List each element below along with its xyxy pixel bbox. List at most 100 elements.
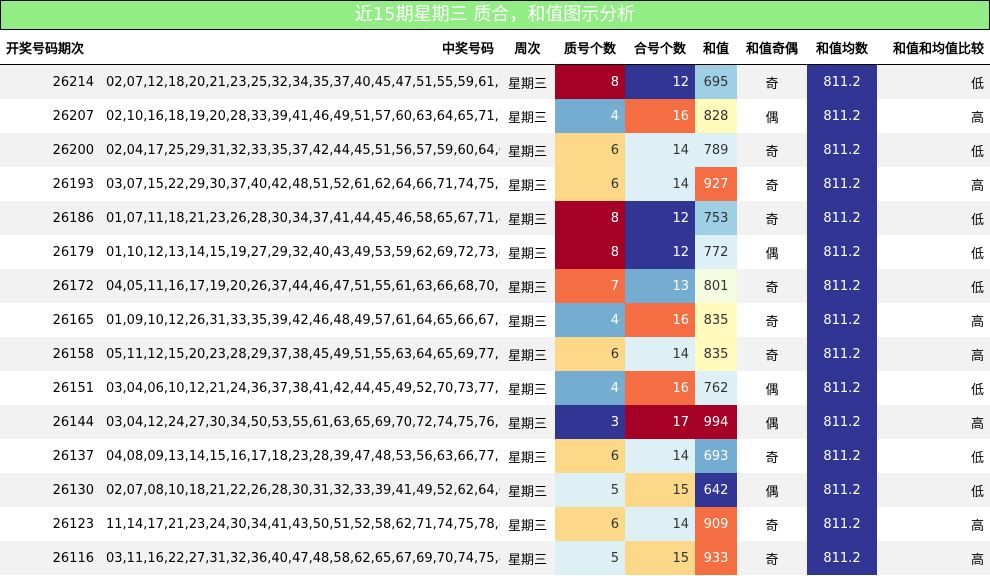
sum-cell: 772 [695, 235, 737, 269]
sum-parity-cell: 奇 [737, 507, 807, 541]
weekday-cell: 星期三 [500, 64, 555, 99]
weekday-cell: 星期三 [500, 405, 555, 439]
prime-count-cell: 5 [555, 473, 625, 507]
col-header-numbers[interactable]: 中奖号码 [100, 30, 500, 65]
period-cell: 26193 [0, 167, 100, 201]
col-header-period[interactable]: 开奖号码期次 [0, 30, 100, 65]
header-row: 开奖号码期次 中奖号码 周次 质号个数 合号个数 和值 和值奇偶 和值均数 和值… [0, 30, 990, 65]
sum-average-cell: 811.2 [807, 541, 877, 575]
composite-count-cell: 14 [625, 337, 695, 371]
sum-average-cell: 811.2 [807, 167, 877, 201]
sum-cell: 909 [695, 507, 737, 541]
sum-cell: 695 [695, 64, 737, 99]
weekday-cell: 星期三 [500, 269, 555, 303]
sum-parity-cell: 偶 [737, 405, 807, 439]
prime-count-cell: 6 [555, 439, 625, 473]
col-header-sum-average[interactable]: 和值均数 [807, 30, 877, 65]
period-cell: 26144 [0, 405, 100, 439]
weekday-cell: 星期三 [500, 439, 555, 473]
winning-numbers-cell: 03,04,06,10,12,21,24,36,37,38,41,42,44,4… [100, 371, 500, 405]
table-row: 26200 02,04,17,25,29,31,32,33,35,37,42,44… [0, 133, 990, 167]
composite-count-cell: 16 [625, 371, 695, 405]
sum-parity-cell: 奇 [737, 64, 807, 99]
period-cell: 26123 [0, 507, 100, 541]
col-header-sum-parity[interactable]: 和值奇偶 [737, 30, 807, 65]
winning-numbers-cell: 03,04,12,24,27,30,34,50,53,55,61,63,65,6… [100, 405, 500, 439]
sum-compare-cell: 高 [877, 541, 990, 575]
period-cell: 26207 [0, 99, 100, 133]
sum-parity-cell: 奇 [737, 201, 807, 235]
sum-compare-cell: 低 [877, 439, 990, 473]
composite-count-cell: 16 [625, 99, 695, 133]
sum-parity-cell: 奇 [737, 303, 807, 337]
table-row: 26144 03,04,12,24,27,30,34,50,53,55,61,63… [0, 405, 990, 439]
sum-average-cell: 811.2 [807, 235, 877, 269]
prime-count-cell: 6 [555, 133, 625, 167]
period-cell: 26151 [0, 371, 100, 405]
weekday-cell: 星期三 [500, 541, 555, 575]
weekday-cell: 星期三 [500, 371, 555, 405]
col-header-composite-count[interactable]: 合号个数 [625, 30, 695, 65]
winning-numbers-cell: 02,07,12,18,20,21,23,25,32,34,35,37,40,4… [100, 64, 500, 99]
prime-count-cell: 4 [555, 99, 625, 133]
col-header-weekday[interactable]: 周次 [500, 30, 555, 65]
sum-parity-cell: 奇 [737, 541, 807, 575]
period-cell: 26186 [0, 201, 100, 235]
period-cell: 26137 [0, 439, 100, 473]
sum-average-cell: 811.2 [807, 405, 877, 439]
composite-count-cell: 15 [625, 473, 695, 507]
sum-compare-cell: 高 [877, 405, 990, 439]
sum-compare-cell: 低 [877, 371, 990, 405]
sum-average-cell: 811.2 [807, 99, 877, 133]
winning-numbers-cell: 01,10,12,13,14,15,19,27,29,32,40,43,49,5… [100, 235, 500, 269]
prime-count-cell: 3 [555, 405, 625, 439]
sum-compare-cell: 高 [877, 167, 990, 201]
sum-parity-cell: 奇 [737, 337, 807, 371]
page-title: 近15期星期三 质合，和值图示分析 [0, 0, 990, 30]
table-body: 26214 02,07,12,18,20,21,23,25,32,34,35,37… [0, 64, 990, 575]
composite-count-cell: 14 [625, 507, 695, 541]
prime-count-cell: 4 [555, 303, 625, 337]
composite-count-cell: 14 [625, 133, 695, 167]
sum-average-cell: 811.2 [807, 473, 877, 507]
sum-cell: 693 [695, 439, 737, 473]
period-cell: 26116 [0, 541, 100, 575]
prime-count-cell: 6 [555, 337, 625, 371]
table-row: 26214 02,07,12,18,20,21,23,25,32,34,35,37… [0, 64, 990, 99]
period-cell: 26214 [0, 64, 100, 99]
sum-parity-cell: 奇 [737, 269, 807, 303]
col-header-prime-count[interactable]: 质号个数 [555, 30, 625, 65]
weekday-cell: 星期三 [500, 235, 555, 269]
sum-compare-cell: 低 [877, 235, 990, 269]
sum-cell: 835 [695, 303, 737, 337]
composite-count-cell: 17 [625, 405, 695, 439]
sum-compare-cell: 高 [877, 337, 990, 371]
winning-numbers-cell: 04,05,11,16,17,19,20,26,37,44,46,47,51,5… [100, 269, 500, 303]
sum-cell: 801 [695, 269, 737, 303]
winning-numbers-cell: 02,10,16,18,19,20,28,33,39,41,46,49,51,5… [100, 99, 500, 133]
sum-cell: 753 [695, 201, 737, 235]
table-row: 26193 03,07,15,22,29,30,37,40,42,48,51,52… [0, 167, 990, 201]
winning-numbers-cell: 03,11,16,22,27,31,32,36,40,47,48,58,62,6… [100, 541, 500, 575]
col-header-sum-compare[interactable]: 和值和均值比较 [877, 30, 990, 65]
sum-average-cell: 811.2 [807, 371, 877, 405]
sum-cell: 642 [695, 473, 737, 507]
sum-parity-cell: 偶 [737, 99, 807, 133]
table-row: 26186 01,07,11,18,21,23,26,28,30,34,37,41… [0, 201, 990, 235]
composite-count-cell: 16 [625, 303, 695, 337]
sum-average-cell: 811.2 [807, 201, 877, 235]
sum-cell: 994 [695, 405, 737, 439]
winning-numbers-cell: 11,14,17,21,23,24,30,34,41,43,50,51,52,5… [100, 507, 500, 541]
sum-cell: 828 [695, 99, 737, 133]
table-row: 26158 05,11,12,15,20,23,28,29,37,38,45,49… [0, 337, 990, 371]
prime-count-cell: 8 [555, 201, 625, 235]
col-header-sum[interactable]: 和值 [695, 30, 737, 65]
sum-average-cell: 811.2 [807, 337, 877, 371]
composite-count-cell: 14 [625, 439, 695, 473]
analysis-table: 开奖号码期次 中奖号码 周次 质号个数 合号个数 和值 和值奇偶 和值均数 和值… [0, 30, 990, 575]
weekday-cell: 星期三 [500, 303, 555, 337]
table-row: 26116 03,11,16,22,27,31,32,36,40,47,48,58… [0, 541, 990, 575]
sum-cell: 835 [695, 337, 737, 371]
weekday-cell: 星期三 [500, 133, 555, 167]
sum-average-cell: 811.2 [807, 507, 877, 541]
